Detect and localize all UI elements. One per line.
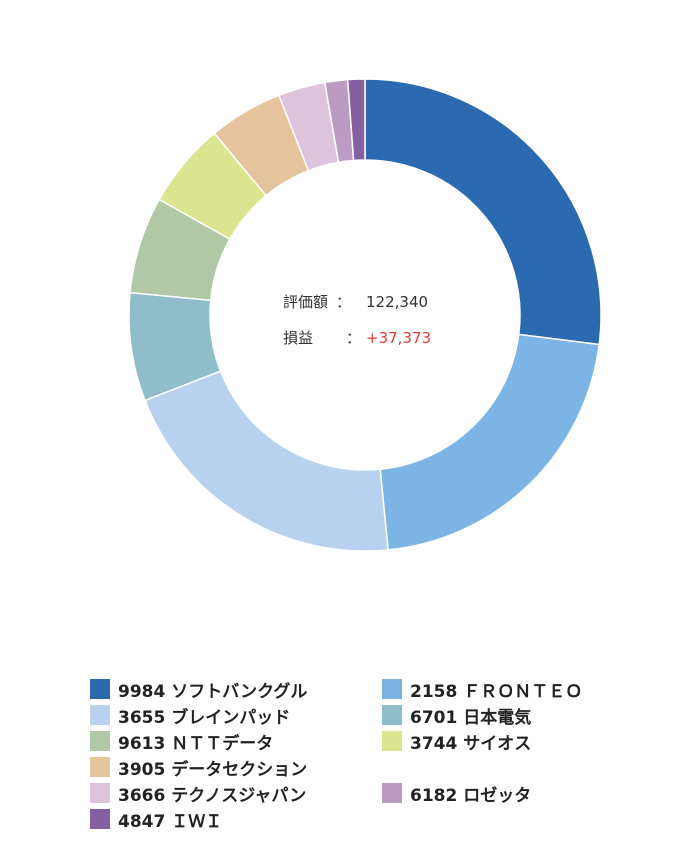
center-summary: 評価額 ： 122,340 損益 ： +37,373	[283, 293, 431, 347]
legend-swatch	[90, 731, 110, 751]
pl-label: 損益	[283, 329, 313, 347]
legend-label: 9613 ＮＴＴデータ	[118, 733, 274, 754]
legend-swatch	[382, 705, 402, 725]
legend-label: 3905 データセクション	[118, 759, 308, 780]
legend-label: 3655 ブレインパッド	[118, 707, 291, 728]
legend-item[interactable]: 3655 ブレインパッド	[90, 704, 382, 728]
legend-item[interactable]: 3905 データセクション	[90, 756, 642, 780]
legend-label: 6182 ロゼッタ	[410, 785, 532, 806]
donut-slice[interactable]	[364, 78, 602, 346]
donut-chart: 評価額 ： 122,340 損益 ： +37,373	[128, 78, 602, 552]
legend-label: 6701 日本電気	[410, 707, 532, 728]
legend-swatch	[382, 783, 402, 803]
donut-slice[interactable]	[379, 333, 600, 551]
legend-item[interactable]: 2158 ＦＲＯＮＴＥＯ	[382, 678, 642, 702]
legend-item[interactable]: 3744 サイオス	[382, 730, 642, 754]
pl-value: +37,373	[366, 329, 431, 347]
legend-item[interactable]: 9613 ＮＴＴデータ	[90, 730, 382, 754]
legend-swatch	[90, 783, 110, 803]
legend-swatch	[382, 679, 402, 699]
legend-item[interactable]: 6182 ロゼッタ	[382, 782, 642, 806]
legend-swatch	[90, 705, 110, 725]
legend-label: 2158 ＦＲＯＮＴＥＯ	[410, 681, 583, 702]
legend: 9984 ソフトバンクグル 2158 ＦＲＯＮＴＥＯ 3655 ブレインパッド 670…	[90, 678, 670, 832]
pl-colon: ：	[346, 329, 361, 347]
legend-item[interactable]: 9984 ソフトバンクグル	[90, 678, 382, 702]
legend-swatch	[382, 731, 402, 751]
legend-swatch	[90, 809, 110, 829]
legend-label: 9984 ソフトバンクグル	[118, 681, 308, 702]
legend-label: 3744 サイオス	[410, 733, 532, 754]
valuation-colon: ：	[336, 293, 351, 311]
donut-svg: 評価額 ： 122,340 損益 ： +37,373	[128, 78, 602, 552]
donut-slice[interactable]	[144, 370, 389, 552]
legend-label: 4847 ＩＷＩ	[118, 811, 223, 832]
legend-item[interactable]: 6701 日本電気	[382, 704, 642, 728]
donut-slice[interactable]	[346, 78, 366, 162]
valuation-label: 評価額	[283, 293, 328, 311]
legend-item[interactable]: 3666 テクノスジャパン	[90, 782, 382, 806]
legend-label: 3666 テクノスジャパン	[118, 785, 307, 806]
legend-swatch	[90, 757, 110, 777]
slices	[128, 78, 602, 552]
valuation-value: 122,340	[366, 293, 428, 311]
legend-swatch	[90, 679, 110, 699]
legend-item[interactable]: 4847 ＩＷＩ	[90, 808, 382, 832]
